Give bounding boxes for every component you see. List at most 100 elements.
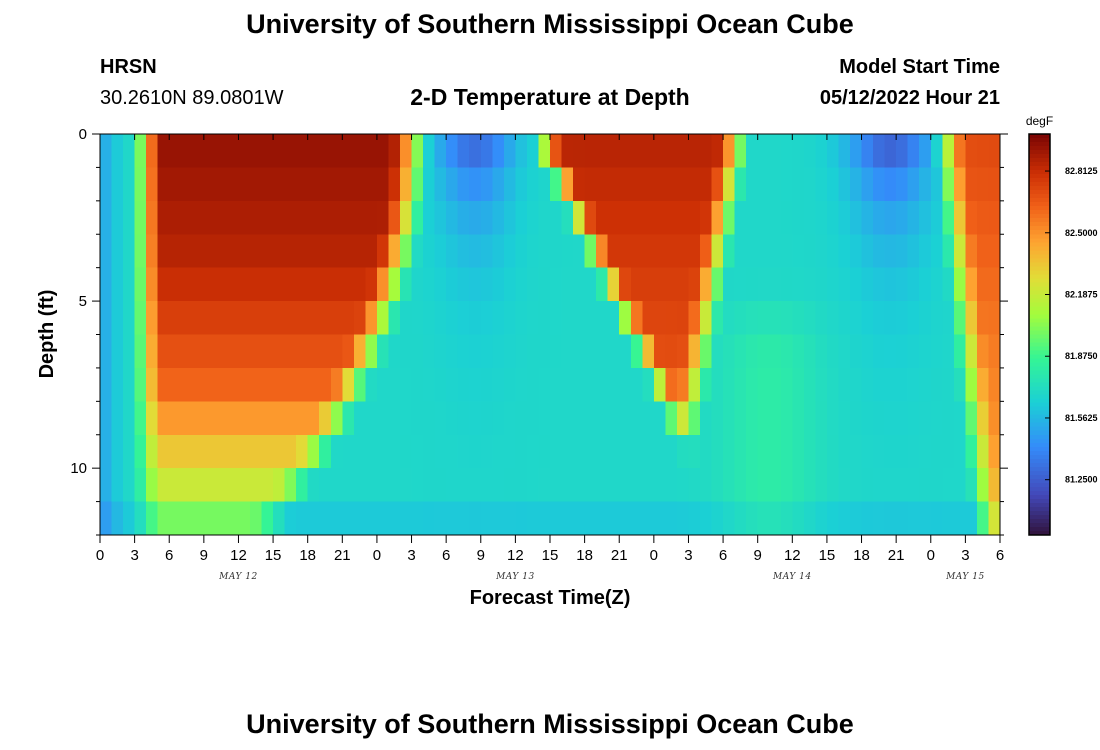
heatmap-cell: [711, 167, 724, 202]
heatmap-cell: [480, 334, 493, 369]
x-axis: 0 3 6 9 12 15 18 21 0 3 6 9 12 15 18 21 0 3 6 9 12 15 18 21 0 3 6 M…: [96, 134, 1004, 582]
heatmap-cell: [434, 200, 447, 235]
heatmap-cell: [284, 501, 297, 536]
heatmap-cell: [630, 301, 643, 335]
heatmap-cell: [723, 401, 736, 436]
heatmap-cell: [457, 167, 470, 202]
heatmap-cell: [896, 301, 909, 335]
heatmap-cell: [607, 501, 620, 536]
heatmap-cell: [503, 501, 516, 536]
heatmap-cell: [376, 267, 389, 302]
heatmap-cell: [861, 434, 874, 469]
colorbar-segment: [1029, 422, 1050, 428]
heatmap-cell: [411, 267, 424, 302]
heatmap-cell: [492, 434, 505, 469]
heatmap-cell: [192, 401, 205, 436]
heatmap-cell: [930, 167, 943, 202]
heatmap-cell: [642, 200, 655, 235]
heatmap-cell: [942, 301, 955, 335]
colorbar-segment: [1029, 158, 1050, 163]
heatmap-cell: [688, 200, 701, 235]
heatmap-cell: [642, 167, 655, 202]
heatmap-cell: [100, 200, 112, 235]
heatmap-cell: [273, 301, 286, 335]
heatmap-cell: [538, 267, 551, 302]
heatmap-cell: [930, 334, 943, 369]
chart-subtitle: 2-D Temperature at Depth: [410, 84, 690, 110]
heatmap-cell: [123, 468, 136, 502]
colorbar-segment: [1029, 414, 1050, 420]
heatmap-cell: [203, 367, 216, 402]
colorbar-segment: [1029, 266, 1050, 271]
heatmap-cell: [619, 367, 632, 402]
heatmap-cell: [665, 167, 678, 202]
heatmap-cell: [492, 134, 505, 168]
heatmap-cell: [746, 200, 759, 235]
heatmap-cell: [296, 334, 309, 369]
heatmap-cell: [192, 434, 205, 469]
colorbar-segment: [1029, 434, 1050, 440]
heatmap-cell: [261, 167, 274, 202]
colorbar-tick-label: 82.1875: [1065, 289, 1098, 299]
heatmap-cell: [619, 434, 632, 469]
heatmap-cell: [215, 301, 228, 335]
heatmap-cell: [342, 434, 355, 469]
heatmap-cell: [884, 134, 897, 168]
heatmap-cell: [203, 301, 216, 335]
heatmap-cell: [930, 134, 943, 168]
heatmap-cell: [146, 401, 159, 436]
model-start-label: Model Start Time: [839, 56, 1000, 78]
colorbar-segment: [1029, 238, 1050, 243]
heatmap-cell: [526, 134, 539, 168]
colorbar-segment: [1029, 318, 1050, 323]
heatmap-cell: [215, 134, 228, 168]
x-tick-label: 21: [611, 547, 628, 564]
heatmap-cell: [734, 334, 747, 369]
colorbar-segment: [1029, 346, 1050, 352]
heatmap-cell: [826, 468, 839, 502]
heatmap-cell: [676, 468, 689, 502]
heatmap-cell: [423, 367, 436, 402]
heatmap-cell: [457, 200, 470, 235]
heatmap-cell: [469, 468, 482, 502]
heatmap-cell: [619, 334, 632, 369]
heatmap-cell: [561, 468, 574, 502]
heatmap-cell: [365, 434, 378, 469]
heatmap-cell: [330, 301, 343, 335]
heatmap-cell: [284, 367, 297, 402]
heatmap-cell: [238, 334, 251, 369]
heatmap-cell: [792, 301, 805, 335]
heatmap-cell: [942, 367, 955, 402]
heatmap-cell: [365, 334, 378, 369]
heatmap-cell: [803, 167, 816, 202]
heatmap-cell: [734, 301, 747, 335]
heatmap-cell: [180, 434, 193, 469]
heatmap-cell: [273, 334, 286, 369]
heatmap-cell: [919, 468, 932, 502]
heatmap-cell: [238, 367, 251, 402]
heatmap-cell: [965, 401, 978, 436]
heatmap-cell: [411, 367, 424, 402]
heatmap-cell: [896, 234, 909, 269]
heatmap-cell: [423, 234, 436, 269]
heatmap-cell: [261, 501, 274, 536]
heatmap-cell: [965, 434, 978, 469]
heatmap-cell: [503, 434, 516, 469]
heatmap-cell: [250, 234, 262, 269]
heatmap-cell: [873, 167, 886, 202]
heatmap-cell: [192, 234, 205, 269]
heatmap-cell: [861, 468, 874, 502]
heatmap-cell: [169, 434, 182, 469]
heatmap-cell: [930, 267, 943, 302]
heatmap-cell: [676, 234, 689, 269]
heatmap-cell: [365, 468, 378, 502]
heatmap-cell: [307, 468, 320, 502]
heatmap-cell: [273, 367, 286, 402]
heatmap-cell: [838, 334, 851, 369]
colorbar-tick-label: 82.8125: [1065, 166, 1098, 176]
heatmap-cell: [203, 234, 216, 269]
heatmap-cell: [769, 200, 782, 235]
heatmap-cell: [423, 434, 436, 469]
heatmap-cell: [492, 301, 505, 335]
heatmap-cell: [376, 367, 389, 402]
